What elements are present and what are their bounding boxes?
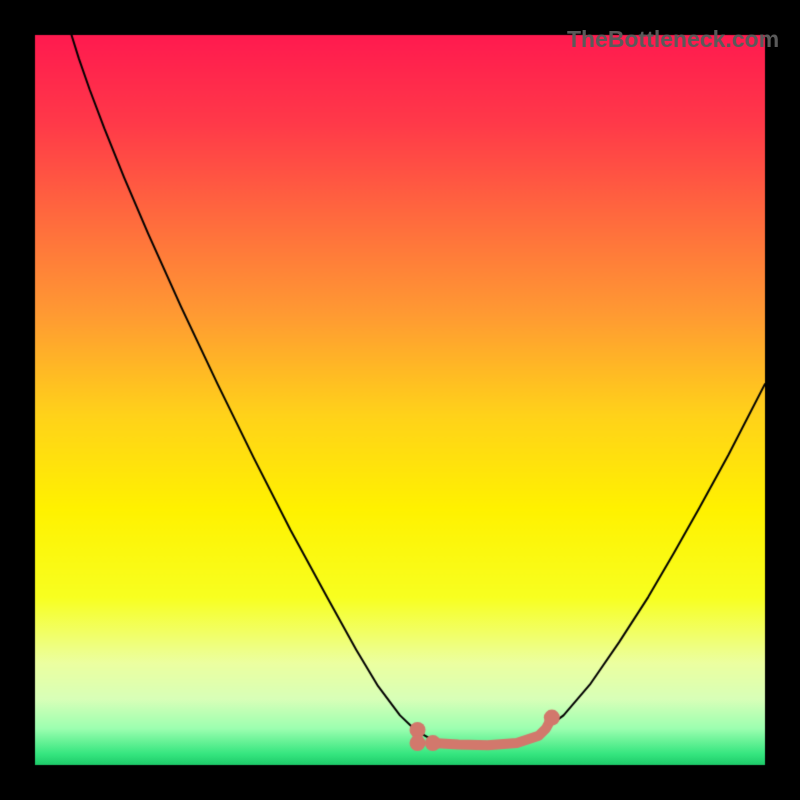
bottleneck-chart (0, 0, 800, 800)
watermark-text: TheBottleneck.com (567, 26, 779, 53)
